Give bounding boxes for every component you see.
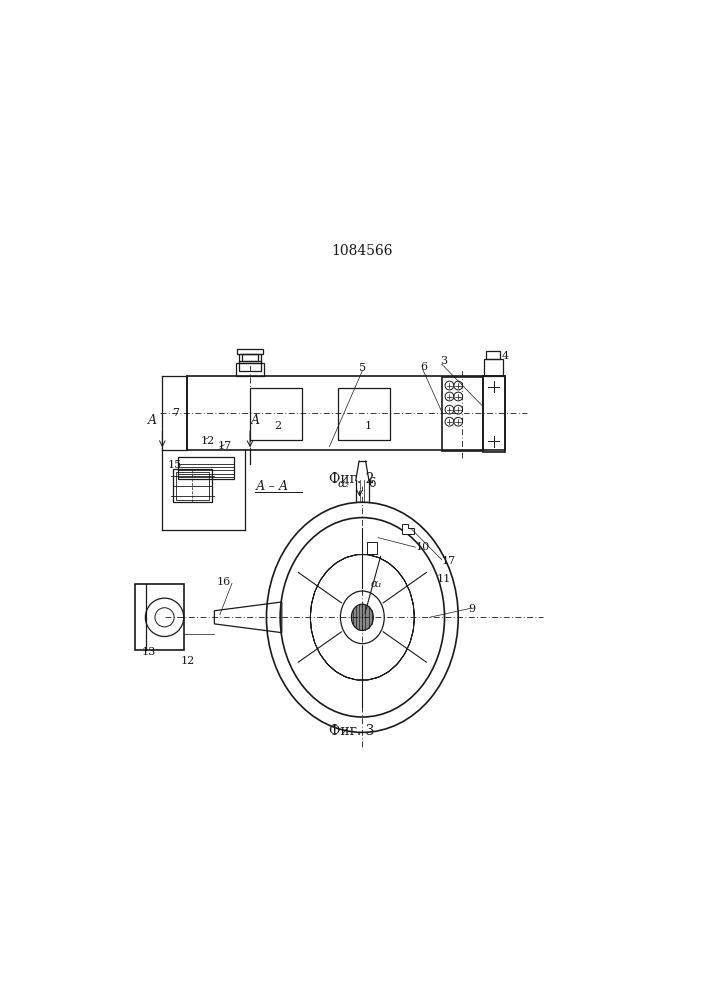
- Bar: [176, 472, 209, 500]
- Text: 1: 1: [364, 421, 371, 431]
- Bar: [177, 457, 234, 479]
- Bar: [338, 388, 390, 440]
- Text: 11: 11: [436, 574, 450, 584]
- Text: А – А: А – А: [255, 480, 288, 493]
- Text: 6: 6: [420, 362, 427, 372]
- Text: Фиг. 3: Фиг. 3: [329, 724, 374, 738]
- Bar: [442, 377, 483, 451]
- Bar: [236, 363, 264, 376]
- Text: 10: 10: [416, 542, 430, 552]
- Text: 4: 4: [501, 351, 508, 361]
- Text: α₁: α₁: [370, 579, 382, 589]
- Bar: [243, 354, 257, 361]
- Bar: [239, 361, 261, 371]
- Bar: [239, 354, 261, 363]
- Text: 5: 5: [358, 363, 366, 373]
- Text: 12: 12: [181, 656, 195, 666]
- Bar: [367, 542, 377, 554]
- Bar: [483, 376, 505, 452]
- Bar: [237, 349, 263, 354]
- Text: 3: 3: [440, 356, 447, 366]
- Text: 12: 12: [201, 436, 215, 446]
- Bar: [135, 584, 185, 650]
- Text: 17: 17: [217, 441, 231, 451]
- Bar: [484, 359, 503, 376]
- Ellipse shape: [351, 604, 373, 630]
- Text: 13: 13: [141, 647, 156, 657]
- Bar: [486, 351, 501, 359]
- Bar: [187, 376, 505, 450]
- Text: 15: 15: [168, 460, 182, 470]
- Text: α₂: α₂: [337, 479, 349, 489]
- Text: A: A: [251, 414, 260, 427]
- Bar: [250, 388, 302, 440]
- Text: 7: 7: [173, 408, 180, 418]
- Bar: [173, 469, 211, 502]
- Text: 16: 16: [217, 577, 231, 587]
- Text: Фиг. 2: Фиг. 2: [329, 472, 374, 486]
- Polygon shape: [402, 524, 414, 534]
- Text: 6: 6: [368, 477, 375, 490]
- Text: 2: 2: [274, 421, 281, 431]
- Text: A: A: [148, 414, 157, 427]
- Text: 17: 17: [442, 556, 456, 566]
- Text: 9: 9: [468, 604, 476, 614]
- Text: 1084566: 1084566: [332, 244, 393, 258]
